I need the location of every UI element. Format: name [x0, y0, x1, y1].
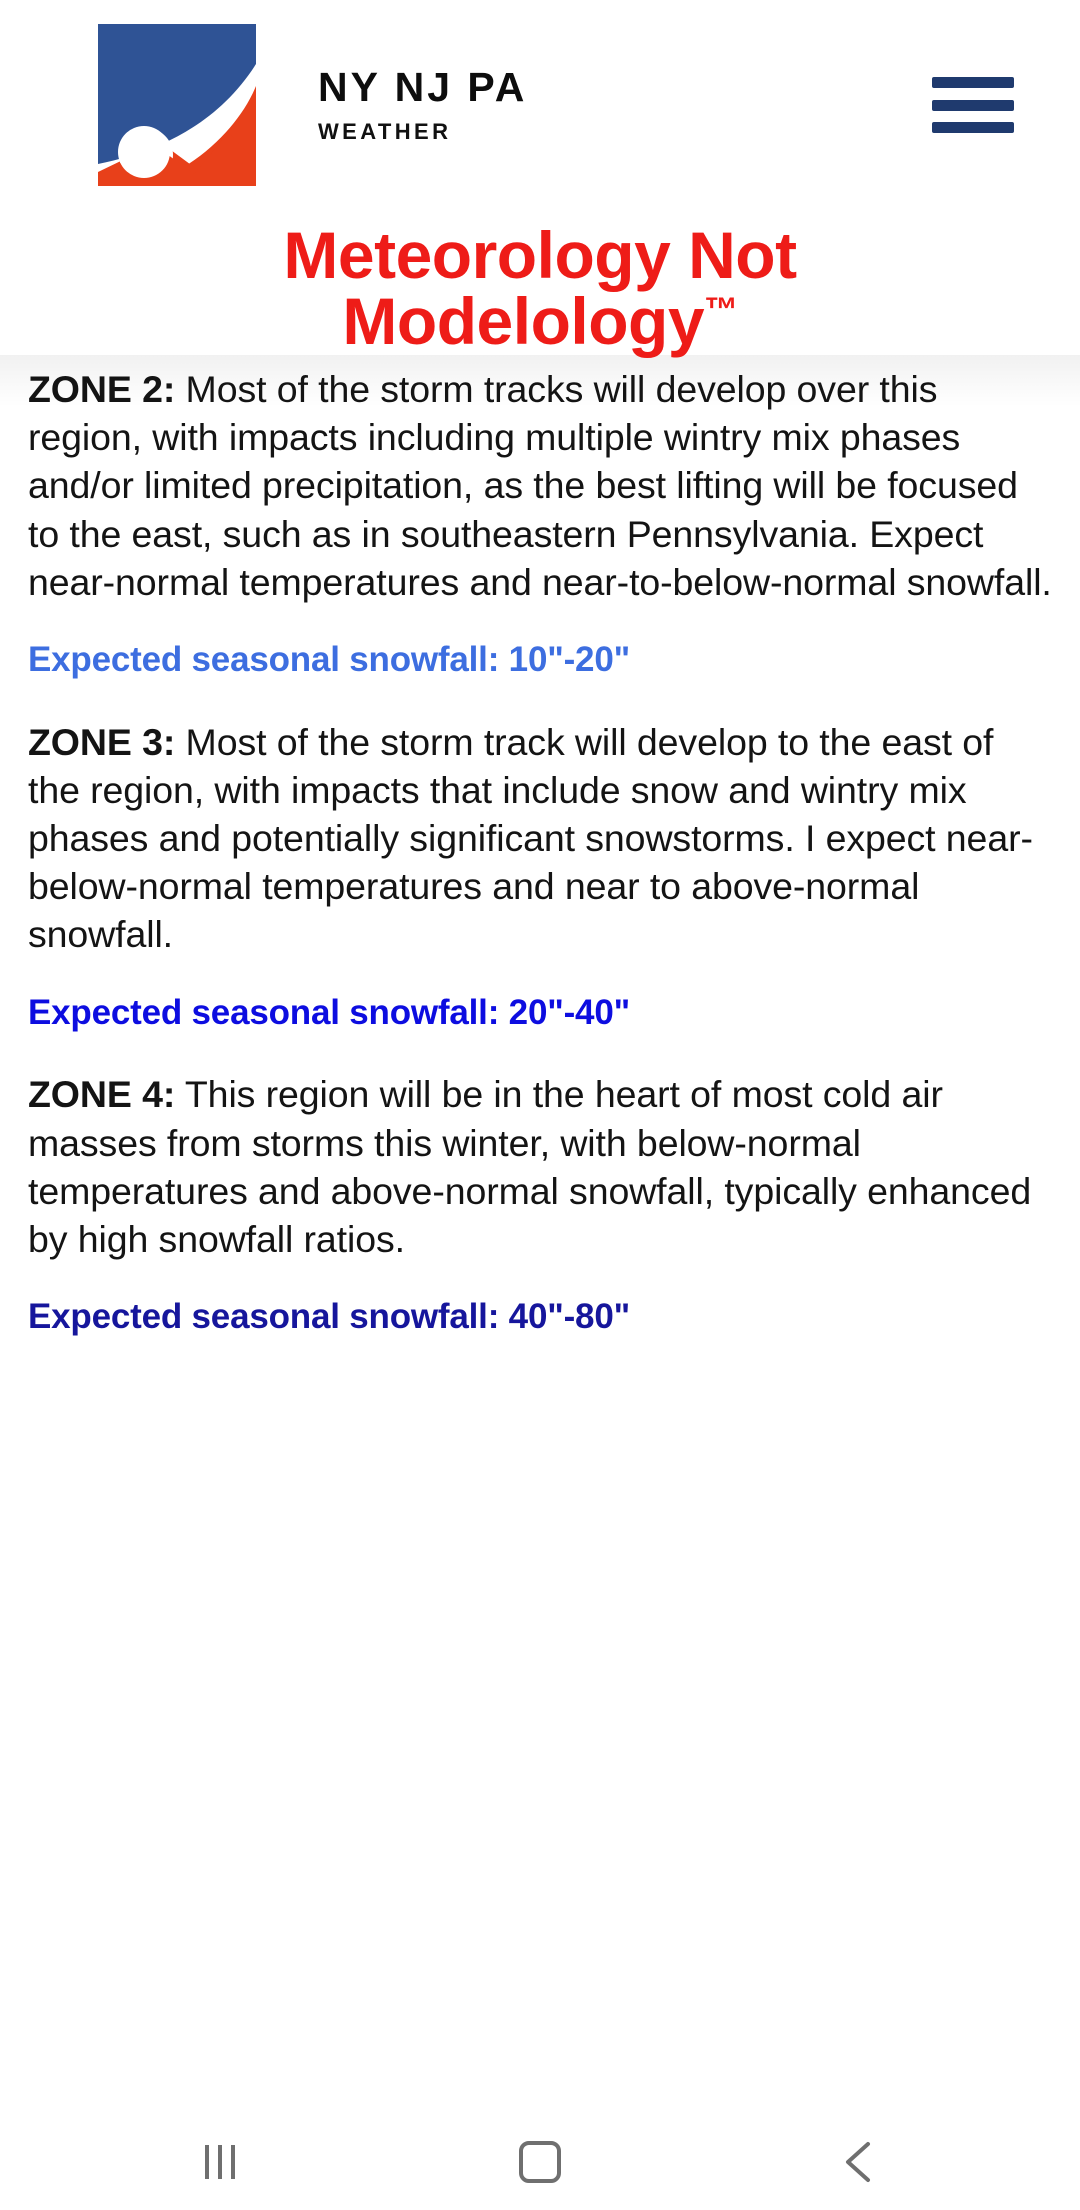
article-content[interactable]: ZONE 2: Most of the storm tracks will de…: [0, 355, 1080, 2114]
nynjpa-weather-logo-icon: [98, 24, 256, 186]
hamburger-menu-icon[interactable]: [932, 77, 1014, 133]
home-icon: [519, 2141, 561, 2183]
recents-bar-3: [231, 2145, 235, 2179]
zone-4-text: This region will be in the heart of most…: [28, 1073, 1032, 1260]
brand-subtitle: WEATHER: [318, 119, 452, 144]
back-button[interactable]: [785, 2127, 935, 2197]
zone-2-text: Most of the storm tracks will develop ov…: [28, 368, 1052, 603]
hero-banner: Meteorology Not Modelology™: [0, 210, 1080, 355]
zone-2-paragraph: ZONE 2: Most of the storm tracks will de…: [28, 365, 1052, 606]
zone-3-snowfall: Expected seasonal snowfall: 20"-40": [28, 992, 630, 1032]
trademark-symbol: ™: [704, 291, 738, 329]
home-button[interactable]: [465, 2127, 615, 2197]
zone-3-text: Most of the storm track will develop to …: [28, 720, 1033, 956]
zone-3-label: ZONE 3:: [28, 720, 176, 763]
zone-4-paragraph: ZONE 4: This region will be in the heart…: [28, 1070, 1052, 1263]
recents-bar-2: [218, 2145, 222, 2179]
zone-3-paragraph: ZONE 3: Most of the storm track will dev…: [28, 718, 1052, 959]
zone-2-snowfall: Expected seasonal snowfall: 10"-20": [28, 639, 630, 679]
zone-4-label: ZONE 4:: [28, 1073, 176, 1116]
site-header: NY NJ PA WEATHER: [0, 0, 1080, 210]
recent-apps-icon: [205, 2145, 235, 2179]
page-title: Meteorology Not Modelology™: [40, 210, 1040, 354]
android-navigation-bar: [0, 2114, 1080, 2210]
recent-apps-button[interactable]: [145, 2127, 295, 2197]
back-chevron-icon: [846, 2142, 870, 2182]
brand-lockup[interactable]: NY NJ PA WEATHER: [98, 24, 527, 186]
brand-title: NY NJ PA: [318, 64, 528, 110]
page-title-line-1: Meteorology Not: [283, 218, 797, 292]
brand-text: NY NJ PA WEATHER: [318, 67, 527, 143]
hamburger-bar-2: [932, 99, 1014, 111]
page-title-line-2: Modelology: [342, 284, 705, 358]
hamburger-bar-3: [932, 122, 1014, 133]
zone-4-snowfall: Expected seasonal snowfall: 40"-80": [28, 1297, 630, 1337]
recents-bar-1: [205, 2145, 209, 2179]
zone-2-label: ZONE 2:: [28, 368, 176, 410]
hamburger-bar-1: [932, 77, 1014, 88]
